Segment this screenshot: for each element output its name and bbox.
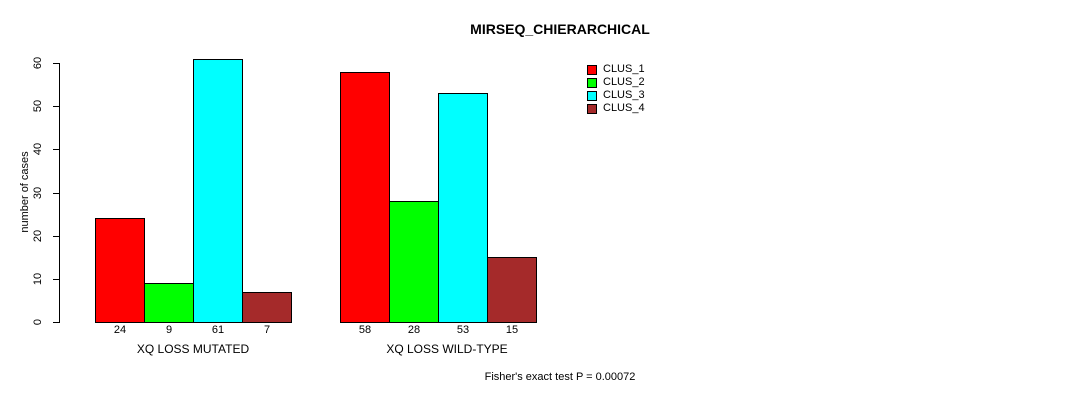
legend: CLUS_1 CLUS_2 CLUS_3 CLUS_4 bbox=[587, 64, 645, 116]
bar-value-label: 58 bbox=[358, 324, 372, 336]
y-tick-label: 30 bbox=[32, 186, 44, 200]
y-tick-label: 60 bbox=[32, 56, 44, 70]
y-tick-mark bbox=[53, 279, 59, 280]
bar-clus_2-group2 bbox=[389, 201, 439, 323]
legend-label: CLUS_4 bbox=[603, 102, 645, 114]
bar-clus_1-group1 bbox=[95, 218, 145, 323]
bar-value-label: 7 bbox=[263, 324, 271, 336]
bar-clus_1-group2 bbox=[340, 72, 390, 323]
bar-clus_2-group1 bbox=[144, 283, 194, 323]
fisher-test-annotation: Fisher's exact test P = 0.00072 bbox=[484, 371, 636, 383]
bar-clus_4-group2 bbox=[487, 257, 537, 323]
chart-title: MIRSEQ_CHIERARCHICAL bbox=[470, 21, 650, 37]
y-tick-label: 40 bbox=[32, 142, 44, 156]
bar-clus_3-group2 bbox=[438, 93, 488, 323]
legend-label: CLUS_1 bbox=[603, 63, 645, 75]
y-tick-mark bbox=[53, 322, 59, 323]
legend-row-clus_2: CLUS_2 bbox=[587, 77, 645, 88]
y-tick-label: 20 bbox=[32, 229, 44, 243]
bar-value-label: 9 bbox=[165, 324, 173, 336]
bar-clus_4-group1 bbox=[242, 292, 292, 323]
y-axis-line bbox=[59, 63, 60, 323]
bar-value-label: 15 bbox=[505, 324, 519, 336]
y-tick-label: 0 bbox=[32, 318, 44, 326]
legend-swatch-icon bbox=[587, 64, 597, 75]
y-tick-label: 10 bbox=[32, 272, 44, 286]
legend-row-clus_3: CLUS_3 bbox=[587, 90, 645, 101]
bar-value-label: 24 bbox=[113, 324, 127, 336]
legend-row-clus_1: CLUS_1 bbox=[587, 64, 645, 75]
bar-value-label: 53 bbox=[456, 324, 470, 336]
y-tick-mark bbox=[53, 63, 59, 64]
category-label: XQ LOSS WILD-TYPE bbox=[386, 342, 508, 356]
category-label: XQ LOSS MUTATED bbox=[136, 342, 250, 356]
legend-swatch-icon bbox=[587, 77, 597, 88]
bar-clus_3-group1 bbox=[193, 59, 243, 323]
legend-label: CLUS_2 bbox=[603, 76, 645, 88]
legend-row-clus_4: CLUS_4 bbox=[587, 103, 645, 114]
bar-value-label: 61 bbox=[211, 324, 225, 336]
legend-swatch-icon bbox=[587, 90, 597, 101]
y-tick-label: 50 bbox=[32, 99, 44, 113]
y-tick-mark bbox=[53, 149, 59, 150]
y-tick-mark bbox=[53, 106, 59, 107]
y-tick-mark bbox=[53, 193, 59, 194]
legend-label: CLUS_3 bbox=[603, 89, 645, 101]
legend-swatch-icon bbox=[587, 103, 597, 114]
y-tick-mark bbox=[53, 236, 59, 237]
bar-value-label: 28 bbox=[407, 324, 421, 336]
